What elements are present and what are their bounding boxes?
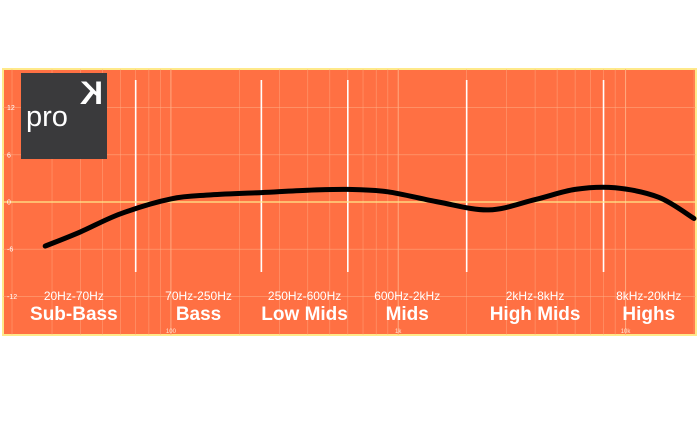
band-name-label: Bass (176, 304, 221, 325)
band-name-label: Highs (622, 304, 675, 325)
y-tick-label: 0 (7, 200, 11, 207)
x-tick-label: 1k (395, 329, 402, 335)
band-name-label: Low Mids (261, 304, 348, 325)
x-tick-layer: 100 1k 10k (166, 329, 632, 335)
band-range-label: 2kHz-8kHz (506, 289, 565, 303)
y-tick-layer: 12 6 0 -6 -12 (7, 105, 17, 301)
x-tick-label: 100 (166, 329, 177, 335)
band-name-label: Sub-Bass (30, 304, 118, 325)
band-divider-layer (134, 80, 605, 272)
logo-background (21, 73, 107, 159)
y-tick-label: 6 (7, 152, 11, 159)
logo-text: pro (26, 101, 68, 133)
y-tick-label: 12 (7, 105, 15, 112)
band-range-label: 70Hz-250Hz (165, 289, 232, 303)
x-tick-label: 10k (621, 329, 632, 335)
band-name-label: High Mids (490, 304, 581, 325)
band-range-label: 8kHz-20kHz (616, 289, 681, 303)
band-range-label: 250Hz-600Hz (268, 289, 341, 303)
band-range-label: 600Hz-2kHz (374, 289, 440, 303)
band-name-label: Mids (386, 304, 429, 325)
logo: pro K (21, 73, 107, 159)
logo-mark: K (80, 75, 103, 111)
y-tick-label: -6 (7, 247, 13, 254)
eq-curve-line (42, 184, 697, 249)
band-range-label: 20Hz-70Hz (44, 289, 104, 303)
y-tick-label: -12 (7, 294, 17, 301)
